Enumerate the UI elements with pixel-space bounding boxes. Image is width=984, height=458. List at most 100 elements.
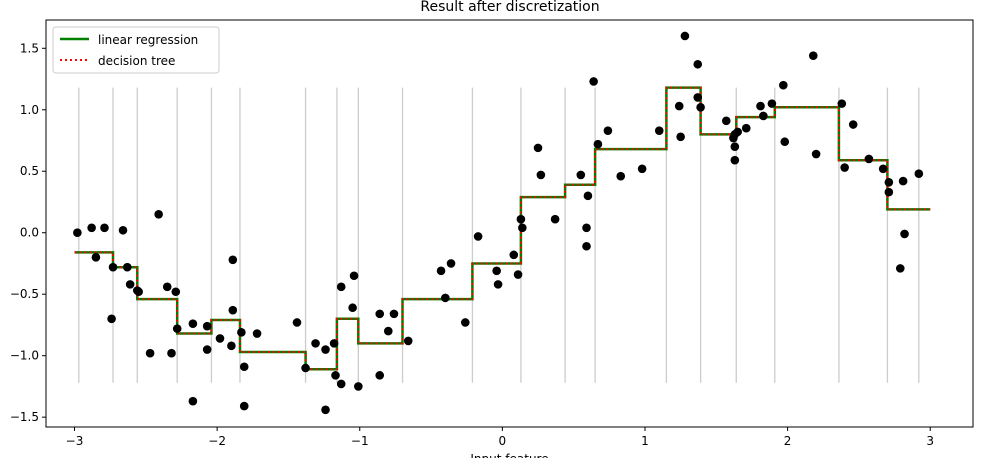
data-point	[215, 334, 225, 343]
data-point	[733, 127, 742, 137]
data-point	[349, 271, 359, 281]
x-tick-label: 3	[926, 434, 934, 448]
data-point	[759, 111, 768, 121]
data-point	[108, 262, 118, 272]
y-tick-label: −1.5	[10, 410, 39, 424]
data-point	[202, 321, 212, 331]
data-point	[336, 282, 346, 292]
data-point	[122, 262, 132, 272]
data-point	[441, 293, 450, 303]
data-point	[239, 362, 249, 372]
x-tick-label: −3	[66, 434, 84, 448]
data-point	[354, 382, 363, 391]
data-point	[583, 191, 593, 201]
data-point	[375, 371, 385, 380]
data-point	[188, 396, 198, 406]
data-point	[125, 280, 135, 289]
data-point	[780, 137, 790, 147]
data-point	[100, 223, 109, 233]
data-point	[492, 266, 501, 276]
data-point	[779, 80, 788, 90]
data-point	[848, 120, 858, 129]
data-point	[239, 401, 249, 411]
data-point	[167, 348, 176, 358]
data-point	[227, 341, 236, 351]
data-point	[914, 169, 924, 179]
data-point	[864, 154, 874, 164]
y-tick-label: 1.0	[20, 103, 39, 117]
data-point	[878, 164, 888, 174]
data-point	[154, 209, 163, 219]
data-point	[616, 171, 626, 181]
data-point	[493, 280, 503, 289]
data-point	[375, 309, 385, 319]
axes-frame	[45, 19, 974, 428]
data-point	[837, 99, 847, 108]
data-point	[767, 99, 777, 108]
data-point	[107, 314, 116, 324]
legend-label-decision-tree: decision tree	[98, 54, 175, 68]
x-tick-label: −2	[208, 434, 226, 448]
y-tick-label: 0.5	[20, 164, 39, 178]
data-point	[331, 371, 340, 380]
data-point	[460, 318, 470, 327]
data-point	[336, 379, 346, 389]
data-point	[513, 270, 523, 279]
data-point	[188, 319, 198, 329]
data-point	[730, 142, 740, 151]
data-point	[518, 223, 527, 233]
data-point	[446, 259, 456, 268]
data-point	[603, 126, 613, 135]
x-tick-label: −1	[351, 434, 369, 448]
data-point	[237, 328, 246, 337]
data-point	[473, 232, 483, 241]
data-point	[721, 116, 731, 126]
data-point	[741, 123, 751, 133]
data-point	[73, 228, 82, 238]
data-point	[162, 282, 172, 292]
data-point	[550, 214, 560, 224]
data-point	[348, 303, 357, 313]
y-tick-label: 1.5	[20, 41, 39, 55]
y-tick-label: −1.0	[10, 349, 39, 363]
data-point	[589, 77, 598, 86]
data-point	[840, 163, 849, 172]
data-point	[172, 324, 182, 333]
data-point	[383, 326, 393, 336]
y-tick-label: 0.0	[20, 226, 39, 240]
data-point	[87, 223, 96, 233]
chart-title: Result after discretization	[420, 0, 599, 15]
data-point	[311, 339, 320, 348]
data-point	[436, 266, 446, 276]
data-point	[693, 93, 703, 102]
data-point	[228, 305, 238, 315]
data-point	[171, 287, 181, 297]
data-point	[252, 329, 262, 338]
data-point	[756, 101, 765, 111]
data-point	[329, 339, 339, 348]
data-point	[808, 51, 818, 60]
data-point	[292, 318, 302, 327]
data-point	[884, 178, 894, 187]
plot-area: −3 −2 −1 0 1 2 3 −1.5 −1.0 −0.5 0.0 0.5 1.0 1.5 Input …	[10, 19, 974, 458]
data-point	[228, 255, 238, 265]
data-point	[898, 176, 908, 186]
x-tick-label: 1	[641, 434, 649, 448]
data-point	[118, 225, 128, 235]
data-point	[730, 155, 740, 165]
data-point	[403, 336, 413, 346]
x-tick-label: 2	[784, 434, 792, 448]
legend-label-linear-regression: linear regression	[98, 33, 198, 47]
y-tick-label: −0.5	[10, 287, 39, 301]
data-point	[582, 241, 591, 251]
legend-box	[52, 26, 220, 74]
x-tick-label: 0	[499, 434, 507, 448]
data-point	[895, 264, 905, 273]
data-point	[576, 170, 586, 180]
series-line-decision-tree	[74, 86, 931, 371]
x-axis-label: Input feature	[470, 452, 548, 458]
data-point	[654, 126, 664, 135]
data-point	[301, 363, 310, 373]
